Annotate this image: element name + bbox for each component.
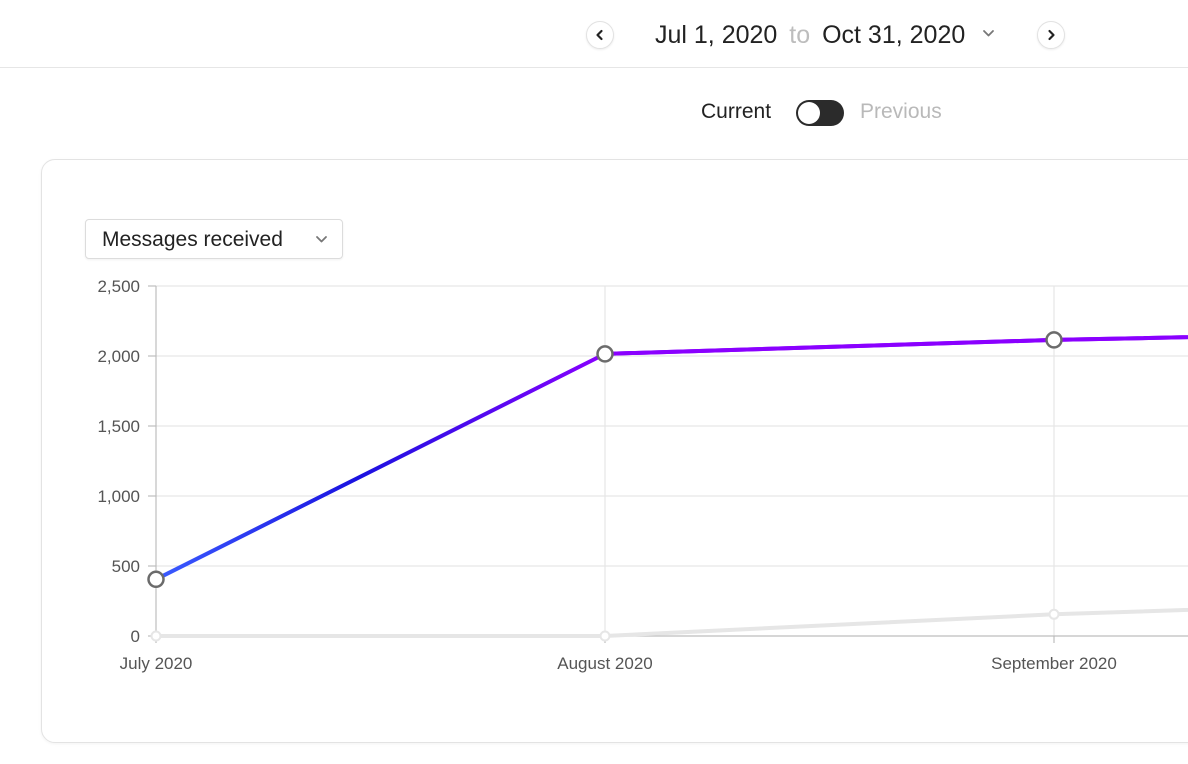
- data-point-current: [1045, 331, 1063, 349]
- metric-select[interactable]: Messages received: [85, 219, 343, 259]
- metric-select-value: Messages received: [102, 228, 283, 251]
- y-tick-label: 1,000: [97, 487, 140, 506]
- chevron-left-icon: [596, 29, 603, 41]
- chevron-right-icon: [1048, 29, 1055, 41]
- data-point-current: [147, 570, 165, 589]
- date-range-header: Jul 1, 2020 to Oct 31, 2020: [0, 0, 1188, 68]
- range-start-date: Jul 1, 2020: [655, 21, 778, 49]
- data-point-current: [596, 345, 614, 363]
- toggle-current-label[interactable]: Current: [701, 100, 772, 123]
- y-tick-label: 500: [112, 557, 140, 576]
- date-range-picker[interactable]: Jul 1, 2020 to Oct 31, 2020: [655, 20, 965, 50]
- series-line-previous: [156, 607, 1188, 638]
- range-separator: to: [789, 21, 811, 49]
- x-tick-label: September 2020: [991, 654, 1117, 673]
- toggle-previous-label[interactable]: Previous: [860, 100, 942, 123]
- toggle-knob: [798, 102, 820, 124]
- data-point-previous: [150, 630, 162, 642]
- series-line-current: [155, 335, 1188, 582]
- next-period-button[interactable]: [1037, 21, 1065, 49]
- y-tick-label: 0: [131, 627, 140, 646]
- data-point-previous: [599, 630, 611, 642]
- current-previous-toggle[interactable]: [796, 100, 844, 126]
- series-line-current-tail: [604, 335, 1188, 356]
- comparison-toggle-row: Current Previous: [0, 96, 1188, 132]
- previous-period-button[interactable]: [586, 21, 614, 49]
- data-point-previous: [1048, 608, 1060, 620]
- x-tick-label: July 2020: [120, 654, 193, 673]
- y-tick-label: 1,500: [97, 417, 140, 436]
- y-tick-label: 2,000: [97, 347, 140, 366]
- chevron-down-icon[interactable]: [982, 29, 995, 38]
- x-tick-label: August 2020: [557, 654, 652, 673]
- y-tick-label: 2,500: [97, 277, 140, 296]
- chevron-down-icon: [316, 236, 327, 243]
- range-end-date: Oct 31, 2020: [822, 21, 966, 49]
